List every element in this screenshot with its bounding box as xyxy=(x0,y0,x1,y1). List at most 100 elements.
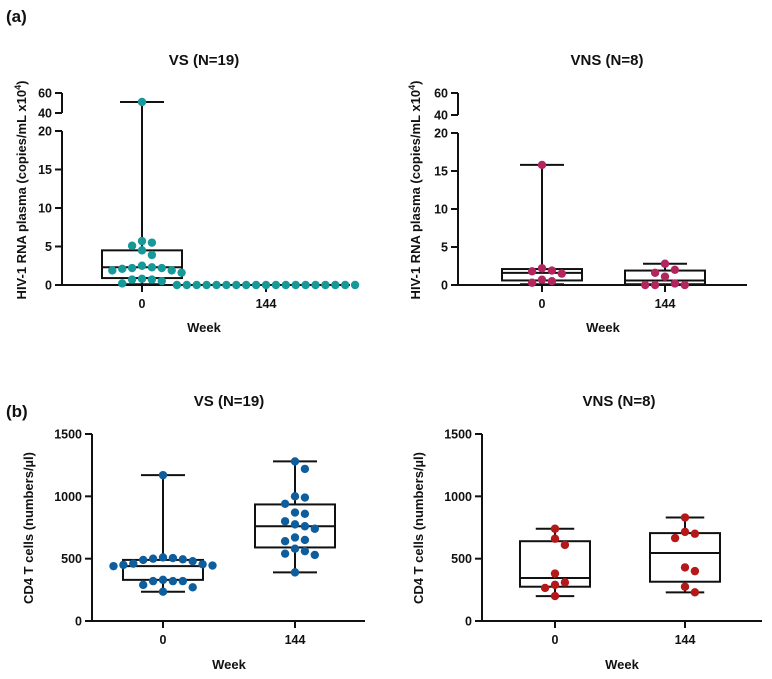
chart-rna-vs: VS (N=19) Week HIV-1 RNA plasma (copies/… xyxy=(13,52,360,335)
data-point xyxy=(547,266,557,275)
chart-title: VS (N=19) xyxy=(194,393,264,410)
x-tick-label: 0 xyxy=(539,297,546,311)
data-point xyxy=(251,280,261,290)
x-axis-label: Week xyxy=(212,657,246,672)
data-point xyxy=(300,464,310,474)
data-point xyxy=(177,268,186,277)
chart-rna-vns: VNS (N=8) Week HIV-1 RNA plasma (copies/… xyxy=(407,52,747,335)
x-tick-label: 144 xyxy=(655,297,676,311)
data-point xyxy=(650,268,660,278)
chart-cd4-vs: VS (N=19) Week CD4 T cells (numbers/µl) … xyxy=(21,393,365,672)
data-point xyxy=(537,160,547,170)
y-tick-label: 500 xyxy=(61,552,82,566)
data-point xyxy=(300,509,310,518)
data-point xyxy=(290,492,300,501)
box-plot-0 xyxy=(519,524,591,601)
data-point xyxy=(300,535,310,545)
data-point xyxy=(680,563,690,572)
data-point xyxy=(127,241,137,250)
y-tick-label: 40 xyxy=(38,107,52,121)
data-point xyxy=(168,576,178,586)
data-point xyxy=(188,556,197,566)
data-point xyxy=(540,583,550,593)
data-point xyxy=(158,587,168,596)
y-tick-label: 10 xyxy=(38,202,52,216)
data-point xyxy=(290,457,300,466)
data-point xyxy=(290,544,300,553)
y-axis-label: CD4 T cells (numbers/µl) xyxy=(411,452,426,604)
data-point xyxy=(290,533,300,542)
y-tick-label: 5 xyxy=(441,241,448,255)
data-point xyxy=(560,540,570,550)
y-tick-label: 0 xyxy=(465,615,472,629)
data-point xyxy=(157,263,166,273)
data-point xyxy=(271,280,281,290)
data-point xyxy=(690,588,700,597)
data-point xyxy=(182,280,191,290)
data-point xyxy=(670,279,680,288)
data-point xyxy=(147,263,157,272)
data-point xyxy=(158,575,168,585)
data-point xyxy=(158,470,168,480)
data-point xyxy=(280,537,290,546)
data-point xyxy=(158,553,168,562)
data-point xyxy=(291,280,300,290)
data-point xyxy=(178,555,187,564)
y-tick-label: 1500 xyxy=(54,428,82,442)
chart-cd4-vns: VNS (N=8) Week CD4 T cells (numbers/µl) … xyxy=(411,393,762,672)
y-tick-label: 0 xyxy=(441,279,448,293)
data-point xyxy=(137,97,147,107)
y-tick-label: 15 xyxy=(38,163,52,177)
data-point xyxy=(208,561,217,570)
data-point xyxy=(198,560,207,569)
y-axis-label: HIV-1 RNA plasma (copies/mL x104) xyxy=(13,81,29,300)
y-tick-label: 15 xyxy=(434,165,448,179)
data-point xyxy=(690,566,700,576)
data-point xyxy=(350,280,360,290)
data-point xyxy=(527,278,537,287)
data-point xyxy=(670,265,680,274)
data-point xyxy=(331,280,340,290)
data-point xyxy=(261,280,271,290)
data-point xyxy=(547,277,557,286)
plot-area: 0 500 1000 1500 0 144 xyxy=(54,428,365,647)
data-point xyxy=(148,576,158,586)
data-point xyxy=(157,276,166,286)
panel-label-b: (b) xyxy=(6,402,28,421)
data-point xyxy=(167,266,176,275)
data-point xyxy=(670,533,680,543)
x-tick-label: 144 xyxy=(285,633,306,647)
data-point xyxy=(290,520,300,529)
y-tick-label: 60 xyxy=(434,87,448,101)
data-point xyxy=(680,280,689,290)
data-point xyxy=(212,280,221,290)
plot-area: 0 500 1000 1500 0 144 xyxy=(444,428,762,647)
data-point xyxy=(242,280,251,290)
x-tick-label: 0 xyxy=(552,633,559,647)
y-tick-label: 0 xyxy=(75,615,82,629)
data-point xyxy=(147,250,157,260)
data-point xyxy=(280,499,290,509)
y-tick-label: 20 xyxy=(434,127,448,141)
data-point xyxy=(300,546,310,556)
y-tick-label: 60 xyxy=(38,87,52,101)
data-point xyxy=(147,238,157,247)
box-plot-0 xyxy=(109,470,217,596)
data-point xyxy=(127,275,137,284)
data-point xyxy=(550,591,560,601)
data-point xyxy=(118,264,127,274)
x-axis-label: Week xyxy=(586,320,620,335)
data-point xyxy=(137,246,147,255)
plot-area: 0 5 10 15 20 40 60 0 144 xyxy=(38,87,360,311)
data-point xyxy=(537,264,547,273)
data-point xyxy=(137,261,147,270)
data-point xyxy=(168,553,178,563)
data-point xyxy=(560,578,570,587)
y-tick-label: 5 xyxy=(45,240,52,254)
data-point xyxy=(310,550,319,560)
data-point xyxy=(680,513,690,522)
data-point xyxy=(172,280,182,290)
y-tick-label: 10 xyxy=(434,203,448,217)
box-plot-0 xyxy=(101,97,186,288)
